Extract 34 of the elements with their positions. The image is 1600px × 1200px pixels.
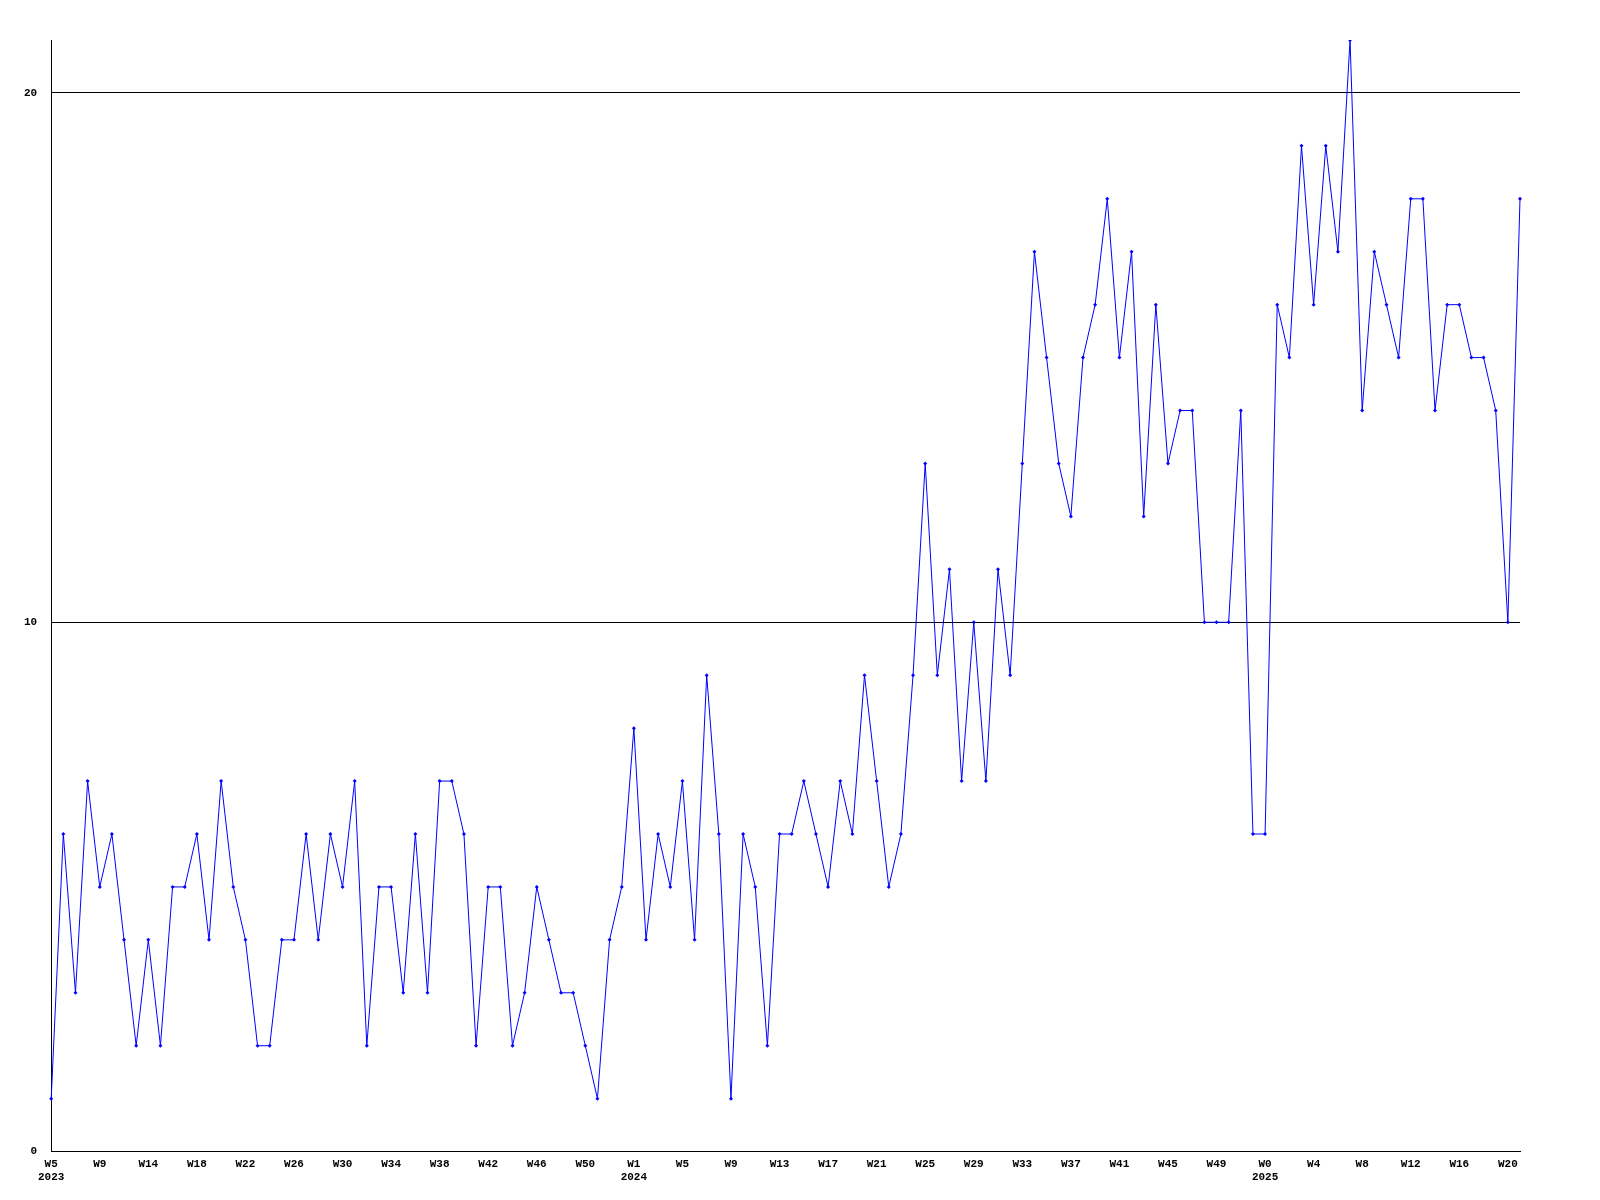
x-tick-label: W22 (235, 1157, 256, 1170)
x-tick-label: W26 (284, 1157, 304, 1170)
x-tick-label: W46 (526, 1157, 547, 1170)
x-tick-label: W9 (724, 1157, 738, 1170)
x-tick-label: W1 2024 (620, 1157, 648, 1184)
x-tick-label: W5 (675, 1157, 690, 1170)
x-tick-label: W16 (1449, 1157, 1470, 1170)
x-tick-label: W42 (478, 1157, 499, 1170)
x-tick-label: W18 (186, 1157, 208, 1170)
x-tick-label: W45 (1158, 1157, 1179, 1170)
x-tick-label: W12 (1400, 1157, 1421, 1170)
x-tick-label: W38 (429, 1157, 450, 1170)
x-tick-label: W5 2023 (38, 1157, 65, 1184)
x-tick-label: W17 (818, 1157, 838, 1170)
x-tick-label: W21 (866, 1157, 887, 1170)
x-tick-label: W0 2025 (1251, 1157, 1279, 1184)
x-tick-label: W50 (575, 1157, 596, 1170)
x-tick-label: W37 (1060, 1157, 1081, 1170)
x-tick-label: W34 (381, 1157, 402, 1170)
x-tick-label: W30 (332, 1157, 353, 1170)
y-tick-label: 20 (24, 86, 38, 99)
x-tick-label: W4 (1307, 1157, 1321, 1170)
x-tick-label: W41 (1109, 1157, 1130, 1170)
y-tick-label: 10 (24, 616, 38, 629)
x-tick-label: W14 (138, 1157, 159, 1170)
x-tick-label: W8 (1355, 1157, 1370, 1170)
x-tick-label: W49 (1206, 1157, 1227, 1170)
x-tick-label: W13 (769, 1157, 790, 1170)
x-tick-label: W33 (1012, 1157, 1033, 1170)
x-tick-label: W25 (915, 1157, 936, 1170)
x-tick-label: W20 (1497, 1157, 1518, 1170)
x-tick-label: W9 (93, 1157, 107, 1170)
x-tick-label: W29 (963, 1157, 984, 1170)
y-tick-label: 0 (30, 1145, 38, 1158)
